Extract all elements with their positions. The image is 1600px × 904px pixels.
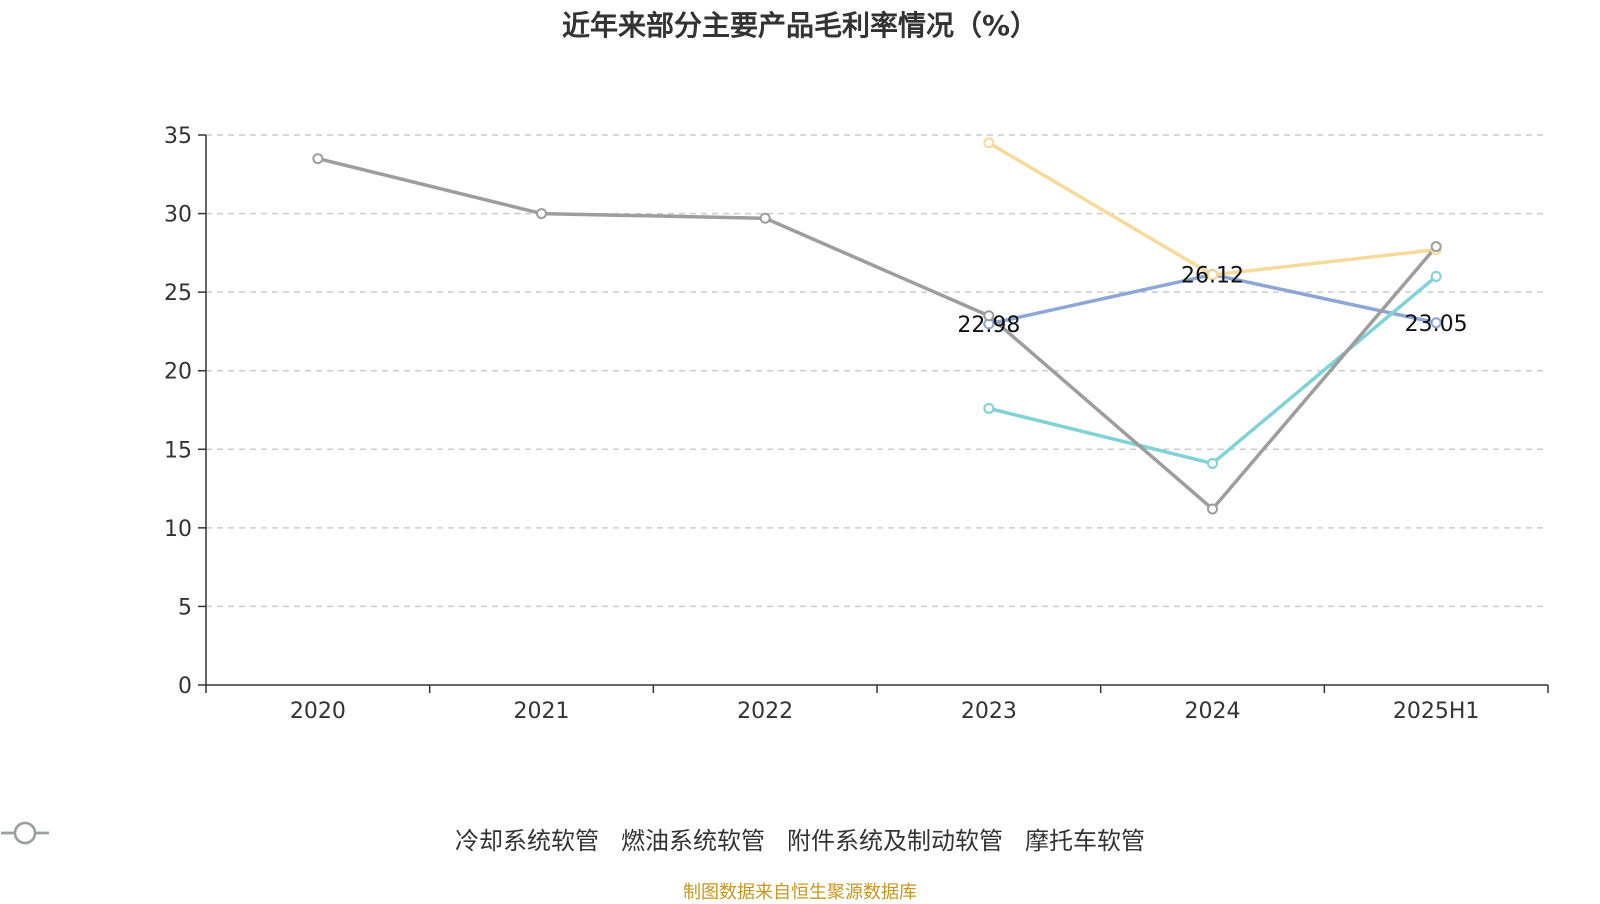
data-point [1430, 317, 1442, 329]
data-point [1430, 270, 1442, 282]
y-tick-label: 30 [164, 203, 192, 228]
legend-item[interactable]: 摩托车软管 [1, 821, 1145, 856]
legend-label: 燃油系统软管 [621, 826, 765, 855]
data-point [759, 212, 771, 224]
chart-title: 近年来部分主要产品毛利率情况（%） [561, 9, 1039, 42]
series-line [987, 141, 1438, 277]
data-point [983, 310, 995, 322]
data-point [1207, 269, 1218, 281]
axes: 0 5 10 15 20 25 30 35 2020 2021 2022 2023 2024 2025H1 [164, 124, 1549, 724]
series-points [312, 137, 1442, 515]
source-note: 制图数据来自恒生聚源数据库 [683, 882, 917, 903]
y-tick-label: 15 [164, 438, 192, 463]
y-tick-label: 20 [164, 360, 192, 385]
legend-label: 附件系统及制动软管 [787, 826, 1003, 855]
data-point [1430, 241, 1442, 253]
grid-lines [206, 134, 1548, 608]
data-label: 26.12 [1181, 264, 1244, 289]
x-tick-label: 2024 [1185, 699, 1241, 724]
legend-marker-icon [1, 821, 49, 845]
x-tick-label: 2020 [290, 699, 346, 724]
series-line [987, 274, 1438, 466]
data-point [312, 153, 324, 165]
data-point [983, 402, 995, 414]
data-point [1207, 503, 1218, 515]
x-tick-label: 2023 [961, 699, 1017, 724]
data-point [1207, 457, 1218, 469]
data-label: 23.05 [1405, 312, 1468, 337]
legend-item[interactable]: 燃油系统软管 [1, 821, 765, 856]
data-point [983, 137, 995, 149]
y-tick-label: 35 [164, 124, 192, 149]
legend-label: 摩托车软管 [1025, 826, 1145, 855]
x-tick-label: 2021 [514, 699, 570, 724]
legend-item[interactable]: 附件系统及制动软管 [1, 821, 1003, 856]
data-label: 22.98 [957, 313, 1020, 338]
legend-item[interactable]: 冷却系统软管 [1, 821, 599, 856]
y-tick-label: 5 [178, 595, 192, 620]
data-point [536, 208, 547, 220]
series-line [316, 156, 1438, 511]
legend-label: 冷却系统软管 [455, 826, 599, 855]
y-tick-label: 0 [178, 674, 192, 699]
x-tick-label: 2022 [737, 699, 793, 724]
x-tick-label: 2025H1 [1393, 699, 1480, 724]
y-tick-label: 10 [164, 517, 192, 542]
data-labels: 22.98 26.12 23.05 [957, 264, 1467, 338]
y-tick-label: 25 [164, 281, 192, 306]
legend: 冷却系统软管 燃油系统软管 附件系统及制动软管 摩托车软管 [0, 818, 1600, 858]
series-lines [316, 141, 1438, 511]
